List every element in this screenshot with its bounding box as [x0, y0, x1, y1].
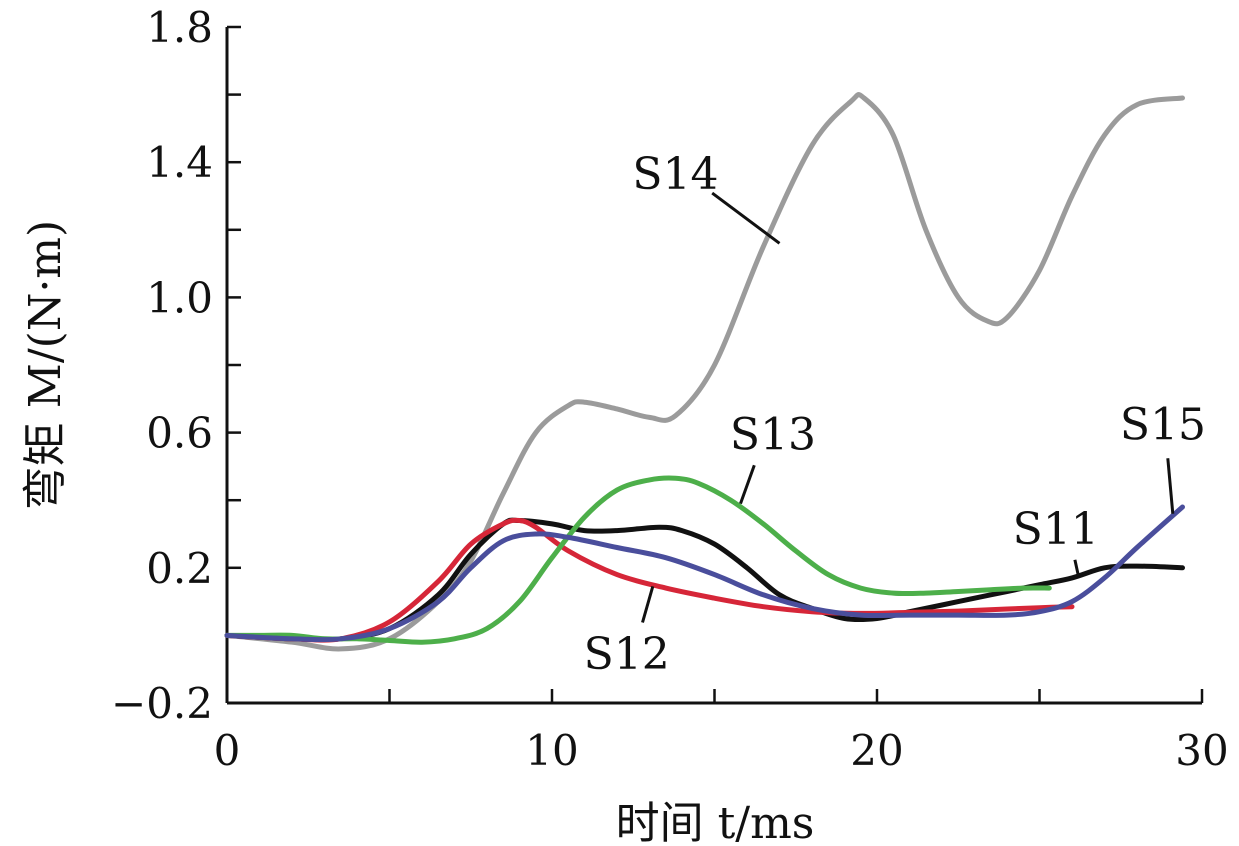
label-s13: S13 — [730, 410, 816, 461]
axes: 0 10 20 30 −0.2 0.2 0.6 1.0 1.4 1.8 — [111, 3, 1229, 775]
label-s14: S14 — [632, 149, 718, 200]
y-tick-label: 1.4 — [146, 138, 213, 187]
y-tick-label: 1.8 — [146, 3, 213, 52]
x-axis-title: 时间 t/ms — [616, 798, 815, 846]
leader-line-s12 — [641, 585, 655, 623]
label-s11: S11 — [1013, 504, 1099, 555]
y-tick-label: 0.2 — [146, 544, 213, 593]
series-annotations: S14 S13 S12 S11 S15 — [584, 149, 1206, 680]
y-tick-label: 0.6 — [146, 409, 213, 458]
x-tick-label: 20 — [850, 726, 903, 775]
series-line-s12 — [224, 517, 1075, 643]
x-tick-label: 0 — [214, 726, 241, 775]
leader-line-s15 — [1166, 458, 1175, 514]
leader-line-s11 — [1073, 559, 1080, 577]
leader-line-s13 — [739, 464, 756, 505]
series-lines — [224, 92, 1185, 652]
series-line-s15 — [224, 504, 1185, 643]
y-tick-label: −0.2 — [111, 679, 213, 728]
label-s15: S15 — [1120, 399, 1206, 450]
series-line-s13 — [224, 475, 1052, 645]
y-tick-label: 1.0 — [146, 273, 213, 322]
label-s12: S12 — [584, 629, 670, 680]
x-tick-label: 10 — [525, 726, 578, 775]
leader-line-s14 — [711, 191, 781, 245]
y-axis-title: 弯矩 M/(N·m) — [20, 220, 71, 510]
x-tick-label: 30 — [1175, 726, 1228, 775]
